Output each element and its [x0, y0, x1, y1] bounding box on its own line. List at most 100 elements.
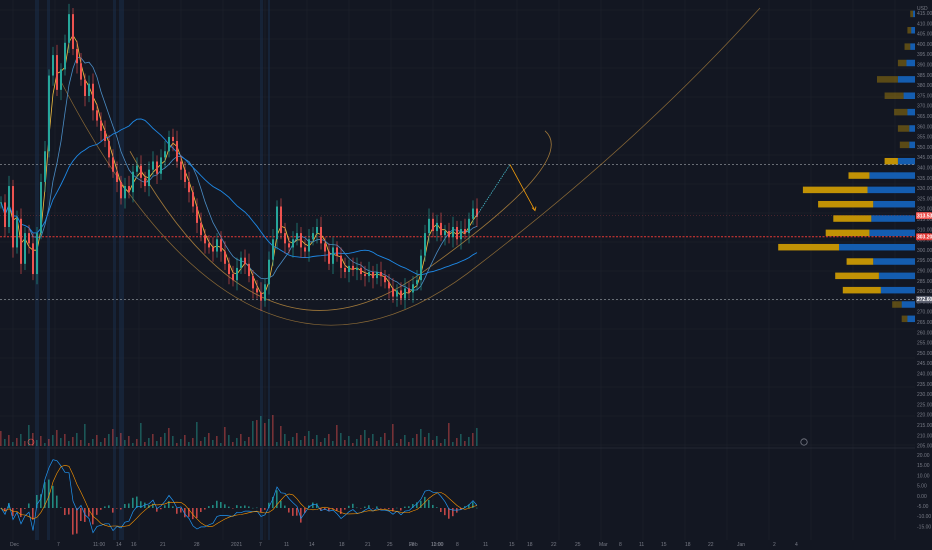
candle-body — [420, 255, 422, 281]
osc-histogram — [368, 505, 370, 508]
goto-icon[interactable] — [27, 438, 35, 446]
osc-histogram — [124, 504, 126, 508]
candle-body — [76, 48, 78, 64]
volume-bar — [388, 440, 390, 446]
vp-sell-bar — [802, 186, 868, 194]
candle-body — [468, 218, 470, 234]
volume-bar — [0, 431, 2, 446]
volume-bar — [456, 438, 458, 446]
volume-bar — [288, 441, 290, 446]
vp-buy-bar — [873, 258, 915, 265]
osc-histogram — [104, 506, 106, 508]
candle-body — [196, 206, 198, 223]
cup-arc-inner — [129, 130, 552, 311]
osc-histogram — [224, 504, 226, 508]
candle-body — [320, 226, 322, 244]
osc-histogram — [4, 508, 6, 512]
volume-bar — [384, 433, 386, 446]
volume-profile — [778, 10, 915, 323]
volume-bar — [184, 435, 186, 446]
time-tick-label: 2021 — [231, 542, 242, 548]
osc-histogram — [80, 508, 82, 522]
osc-histogram — [60, 507, 62, 508]
candle-body — [160, 157, 162, 174]
volume-bar — [140, 423, 142, 446]
candle-body — [428, 218, 430, 234]
time-axis[interactable]: Dec 7 11:00 14 16 21 28 2021 7 11 14 18 21 25 28 11:00F… — [10, 542, 798, 548]
volume-bar — [224, 427, 226, 446]
settings-gear-icon[interactable] — [800, 438, 808, 446]
cup-arcs — [59, 7, 761, 326]
volume-bar — [92, 439, 94, 446]
osc-histogram — [452, 508, 454, 517]
candle-body — [288, 243, 290, 248]
candle-body — [452, 226, 454, 238]
price-tick-label: 360.00 — [917, 124, 932, 130]
price-tick-label: 405.00 — [917, 32, 932, 38]
price-axis[interactable]: 415.00 410.00 405.00 400.00 395.00 390.00 385.… — [917, 11, 932, 530]
osc-histogram — [416, 502, 418, 508]
time-tick-label: 18 — [527, 542, 533, 548]
volume-bar — [252, 421, 254, 446]
vp-sell-bar — [884, 157, 898, 165]
volume-bar — [304, 436, 306, 446]
candle-body — [188, 181, 190, 193]
candle-body — [260, 292, 262, 301]
vp-buy-bar — [907, 315, 915, 323]
candle-body — [240, 257, 242, 268]
price-tick-label: 225.00 — [917, 402, 932, 408]
candles — [0, 3, 478, 311]
volume-bar — [360, 435, 362, 446]
osc-histogram — [8, 503, 10, 508]
vp-buy-bar — [911, 27, 915, 34]
osc-histogram — [312, 502, 314, 508]
last-price-tag: 313.53 — [917, 213, 932, 219]
candle-body — [180, 161, 182, 170]
candle-body — [28, 233, 30, 244]
candle-body — [148, 169, 150, 187]
osc-histogram — [420, 500, 422, 508]
osc-histogram — [68, 508, 70, 515]
candle-body — [228, 263, 230, 275]
osc-histogram — [128, 503, 130, 508]
osc-histogram — [440, 508, 442, 512]
candle-body — [472, 208, 474, 219]
volume-bar — [416, 434, 418, 446]
volume-bar — [112, 429, 114, 446]
osc-histogram — [388, 508, 390, 509]
candle-body — [8, 186, 10, 227]
volume-bar — [216, 436, 218, 446]
volume-bar — [136, 439, 138, 446]
volume-bar — [180, 439, 182, 446]
volume-bar — [16, 438, 18, 446]
time-tick-label: 11:00 — [431, 542, 443, 548]
volume-bar — [108, 434, 110, 446]
volume-bar — [280, 426, 282, 446]
vp-buy-bar — [906, 59, 915, 67]
volume-bar — [356, 439, 358, 446]
volume-bar — [120, 433, 122, 446]
price-tick-label: 410.00 — [917, 21, 932, 27]
candle-body — [168, 136, 170, 152]
volume-bar — [240, 434, 242, 446]
candle-body — [116, 171, 118, 182]
osc-histogram — [216, 500, 218, 508]
time-tick-label: 8 — [619, 542, 622, 548]
volume-bar — [332, 441, 334, 446]
price-tick-label: 280.00 — [917, 289, 932, 295]
price-tick-label: 385.00 — [917, 73, 932, 79]
oscillator-pane — [0, 459, 478, 535]
volume-bar — [76, 433, 78, 446]
osc-histogram — [392, 508, 394, 512]
price-tick-label: 325.00 — [917, 196, 932, 202]
candle-body — [408, 288, 410, 293]
time-tick-label: Feb — [409, 542, 418, 548]
osc-histogram — [120, 508, 122, 510]
osc-histogram — [436, 507, 438, 508]
time-tick-label: Mar — [599, 542, 608, 548]
osc-histogram — [152, 503, 154, 508]
forecast-up-leg — [475, 164, 511, 217]
vp-sell-bar — [825, 229, 870, 237]
candle-body — [200, 222, 202, 236]
